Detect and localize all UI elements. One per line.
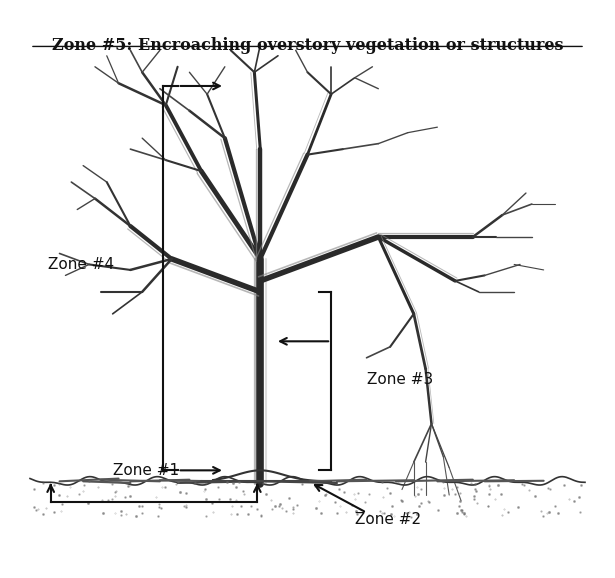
Text: Zone #1: Zone #1 <box>113 463 179 478</box>
Text: Zone #5: Encroaching overstory vegetation or structures: Zone #5: Encroaching overstory vegetatio… <box>52 36 563 54</box>
Text: Zone #2: Zone #2 <box>355 512 421 527</box>
Text: Zone #3: Zone #3 <box>367 372 433 387</box>
Text: Zone #4: Zone #4 <box>48 257 114 272</box>
